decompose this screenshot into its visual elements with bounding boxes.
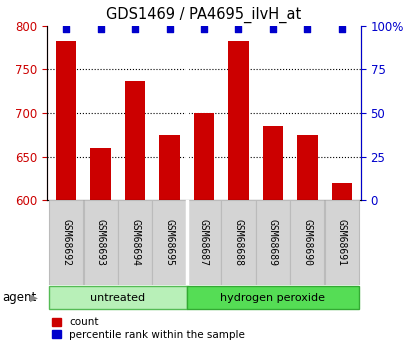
Bar: [159, 135, 180, 200]
Bar: [331, 183, 351, 200]
Text: ▶: ▶: [30, 293, 38, 302]
Point: [269, 27, 276, 32]
Text: GSM68687: GSM68687: [198, 219, 209, 266]
Point: [97, 27, 103, 32]
Text: GSM68695: GSM68695: [164, 219, 174, 266]
Point: [131, 27, 138, 32]
Legend: count, percentile rank within the sample: count, percentile rank within the sample: [52, 317, 244, 340]
Bar: [152, 200, 186, 285]
Bar: [296, 135, 317, 200]
Bar: [187, 286, 358, 309]
Bar: [262, 126, 283, 200]
Bar: [193, 113, 214, 200]
Text: GSM68688: GSM68688: [233, 219, 243, 266]
Point: [303, 27, 310, 32]
Text: GSM68689: GSM68689: [267, 219, 277, 266]
Bar: [255, 200, 289, 285]
Text: hydrogen peroxide: hydrogen peroxide: [220, 293, 325, 303]
Bar: [124, 81, 145, 200]
Text: GSM68690: GSM68690: [302, 219, 312, 266]
Bar: [187, 200, 220, 285]
Point: [166, 27, 172, 32]
Point: [338, 27, 344, 32]
Point: [200, 27, 207, 32]
Text: GSM68694: GSM68694: [130, 219, 140, 266]
Text: GSM68693: GSM68693: [95, 219, 105, 266]
Text: GSM68691: GSM68691: [336, 219, 346, 266]
Bar: [118, 200, 152, 285]
Bar: [221, 200, 255, 285]
Point: [63, 27, 69, 32]
Point: [235, 27, 241, 32]
Bar: [90, 148, 111, 200]
Bar: [49, 286, 186, 309]
Bar: [324, 200, 358, 285]
Title: GDS1469 / PA4695_ilvH_at: GDS1469 / PA4695_ilvH_at: [106, 7, 301, 23]
Bar: [56, 41, 76, 200]
Text: agent: agent: [2, 291, 36, 304]
Bar: [49, 200, 83, 285]
Bar: [290, 200, 324, 285]
Bar: [83, 200, 117, 285]
Text: untreated: untreated: [90, 293, 145, 303]
Bar: [227, 41, 248, 200]
Text: GSM68692: GSM68692: [61, 219, 71, 266]
